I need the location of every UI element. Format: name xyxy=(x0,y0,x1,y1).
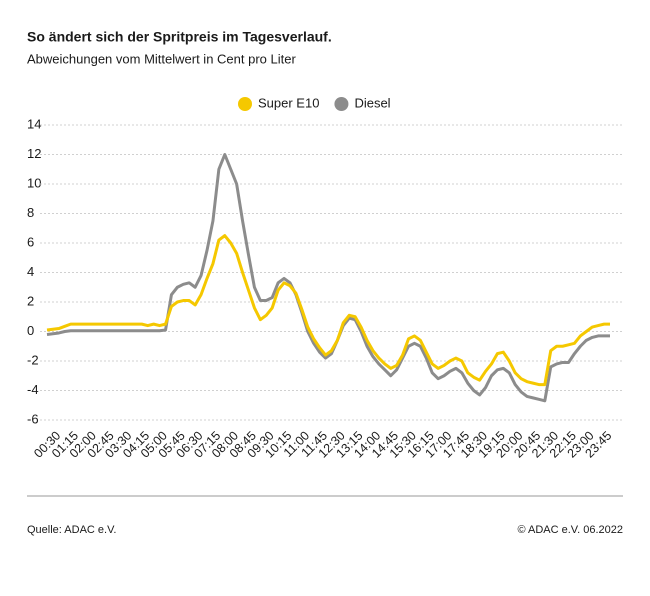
y-tick-label: 6 xyxy=(27,234,34,249)
y-tick-label: 10 xyxy=(27,175,41,190)
series-line xyxy=(46,234,610,387)
y-tick-label: 0 xyxy=(27,323,34,338)
y-tick-label: 14 xyxy=(27,116,41,131)
legend-marker xyxy=(238,97,252,111)
legend-label: Super E10 xyxy=(258,95,319,110)
y-tick-label: -2 xyxy=(27,352,39,367)
chart-subtitle: Abweichungen vom Mittelwert in Cent pro … xyxy=(27,51,296,66)
legend-marker xyxy=(334,97,349,111)
y-tick-label: -4 xyxy=(27,382,39,397)
y-tick-label: 4 xyxy=(27,264,34,279)
copyright: © ADAC e.V. 06.2022 xyxy=(517,524,623,536)
source: Quelle: ADAC e.V. xyxy=(27,524,116,536)
y-tick-label: 8 xyxy=(27,205,34,220)
y-tick-label: 12 xyxy=(27,146,41,161)
series-line xyxy=(46,153,610,403)
y-tick-label: -6 xyxy=(27,411,39,426)
legend-label: Diesel xyxy=(354,95,390,110)
chart-title: So ändert sich der Spritpreis im Tagesve… xyxy=(27,29,332,45)
y-tick-label: 2 xyxy=(27,293,34,308)
